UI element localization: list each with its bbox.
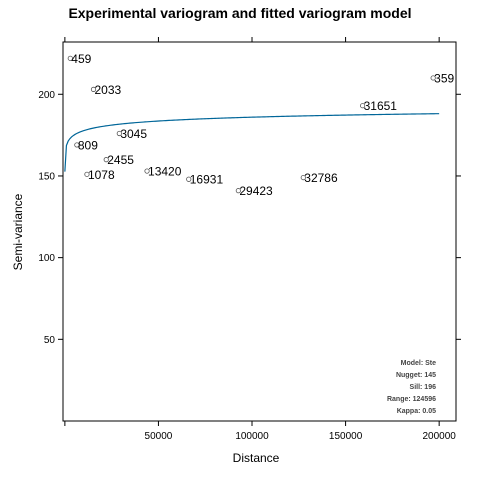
- data-point: [360, 103, 366, 109]
- point-label: 29423: [239, 184, 273, 198]
- info-sill: Sill: 196: [410, 384, 437, 391]
- info-model: Model: Ste: [401, 360, 436, 367]
- fitted-model-line: [64, 113, 440, 172]
- point-label: 359: [434, 71, 454, 85]
- info-range: Range: 124596: [387, 396, 436, 403]
- point-label: 13420: [148, 165, 182, 179]
- x-tick-label: 150000: [329, 431, 363, 442]
- point-label: 3045: [120, 127, 147, 141]
- y-axis-ticks: 50 100 150 200: [38, 90, 461, 346]
- x-tick-label: 50000: [145, 431, 173, 442]
- point-label: 459: [71, 52, 91, 66]
- x-tick-label: 200000: [422, 431, 456, 442]
- info-nugget: Nugget: 145: [396, 372, 436, 379]
- data-point: [300, 174, 306, 181]
- data-point: [430, 75, 436, 81]
- point-label: 32786: [304, 171, 338, 185]
- point-label: 31651: [364, 99, 398, 113]
- point-label: 809: [78, 138, 98, 152]
- y-axis-label: Semi-variance: [11, 193, 25, 270]
- data-point: [74, 142, 80, 148]
- data-point: [116, 130, 122, 137]
- data-point: [144, 168, 150, 174]
- y-tick-label: 50: [44, 335, 56, 346]
- y-tick-label: 200: [38, 90, 55, 101]
- x-axis-ticks: 50000 100000 150000 200000: [64, 37, 456, 442]
- point-label: 16931: [190, 173, 224, 187]
- plot-frame: [62, 41, 457, 422]
- y-tick-label: 100: [38, 253, 55, 264]
- chart-title: Experimental variogram and fitted variog…: [68, 5, 411, 21]
- data-point: [186, 176, 192, 182]
- data-point: [84, 171, 90, 177]
- model-info: Model: Ste Nugget: 145 Sill: 196 Range: …: [387, 360, 436, 415]
- x-axis-label: Distance: [233, 451, 280, 465]
- data-point: [90, 86, 97, 92]
- y-tick-label: 150: [38, 171, 55, 182]
- info-kappa: Kappa: 0.05: [397, 408, 436, 415]
- point-label: 2033: [95, 83, 122, 97]
- x-tick-label: 100000: [235, 431, 269, 442]
- data-point: [235, 188, 241, 194]
- point-label: 1078: [88, 168, 115, 182]
- point-label: 2455: [107, 153, 134, 167]
- data-point: [67, 55, 73, 61]
- data-point: [103, 157, 109, 163]
